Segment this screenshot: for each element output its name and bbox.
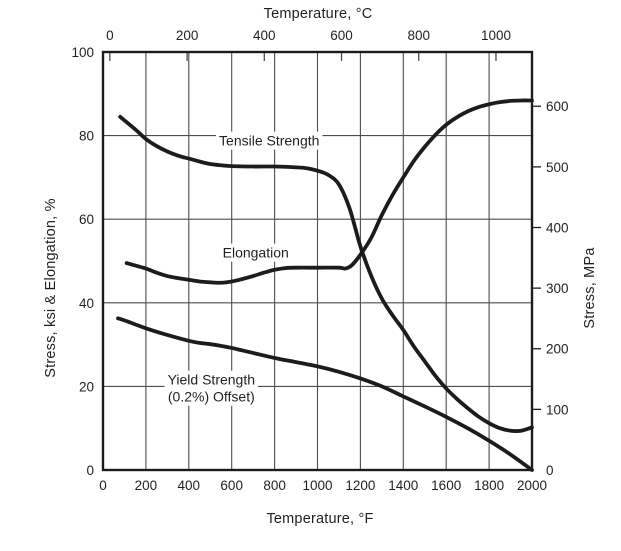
fahrenheit-tick-label: 1200 xyxy=(345,478,375,493)
fahrenheit-tick-label: 600 xyxy=(220,478,243,493)
mpa-tick-label: 100 xyxy=(546,402,569,417)
fahrenheit-tick-label: 1600 xyxy=(431,478,461,493)
celsius-tick-label: 0 xyxy=(106,28,114,43)
celsius-tick-label: 1000 xyxy=(481,28,511,43)
curve-tensile xyxy=(118,114,534,433)
series-label: Elongation xyxy=(223,245,289,261)
plot-frame xyxy=(101,50,534,472)
fahrenheit-tick-label: 400 xyxy=(178,478,201,493)
series-label: (0.2%) Offset) xyxy=(168,389,255,405)
series-label: Tensile Strength xyxy=(219,133,319,149)
ksi-tick-label: 100 xyxy=(71,45,94,60)
fahrenheit-tick-label: 1400 xyxy=(388,478,418,493)
top-axis-title: Temperature, °C xyxy=(263,6,373,22)
fahrenheit-tick-label: 1000 xyxy=(302,478,332,493)
mpa-tick-label: 400 xyxy=(546,220,569,235)
celsius-tick-label: 200 xyxy=(176,28,199,43)
series-label-backing xyxy=(219,243,292,262)
celsius-tick-label: 800 xyxy=(407,28,430,43)
fahrenheit-tick-label: 1800 xyxy=(474,478,504,493)
ksi-tick-label: 80 xyxy=(79,129,94,144)
celsius-tick-label: 600 xyxy=(330,28,353,43)
fahrenheit-tick-label: 2000 xyxy=(517,478,547,493)
ksi-tick-label: 0 xyxy=(86,463,94,478)
fahrenheit-tick-label: 200 xyxy=(135,478,158,493)
series-label-backing xyxy=(164,370,259,389)
curve-yield xyxy=(116,316,534,472)
bottom-axis-title: Temperature, °F xyxy=(266,511,374,527)
left-axis-title: Stress, ksi & Elongation, % xyxy=(43,198,59,378)
fahrenheit-tick-label: 800 xyxy=(263,478,286,493)
fahrenheit-tick-label: 0 xyxy=(99,478,107,493)
series-label-backing xyxy=(164,387,258,406)
mpa-tick-label: 200 xyxy=(546,342,569,357)
series-label: Yield Strength xyxy=(168,372,255,388)
ksi-tick-label: 40 xyxy=(79,296,94,311)
mpa-tick-label: 300 xyxy=(546,281,569,296)
celsius-tick-label: 400 xyxy=(253,28,276,43)
curve-elongation xyxy=(124,98,534,285)
right-axis-title: Stress, MPa xyxy=(582,247,598,329)
ksi-tick-label: 60 xyxy=(79,212,94,227)
ksi-tick-label: 20 xyxy=(79,379,94,394)
mpa-tick-label: 0 xyxy=(546,463,554,478)
mpa-tick-label: 600 xyxy=(546,99,569,114)
mpa-tick-label: 500 xyxy=(546,160,569,175)
series-label-backing xyxy=(216,131,323,150)
